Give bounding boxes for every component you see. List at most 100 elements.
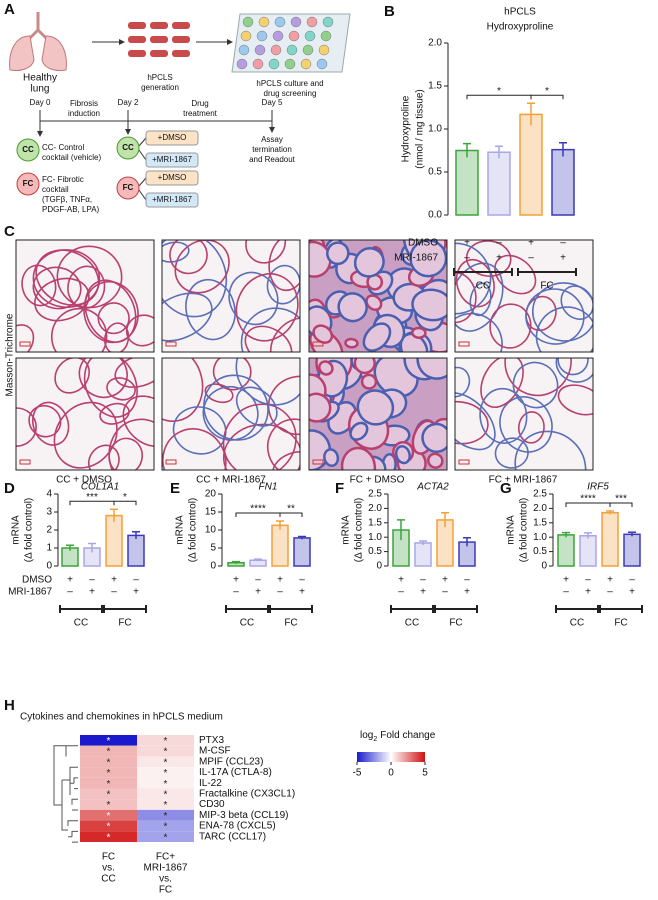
heatmap-cell	[137, 745, 194, 757]
image-frame	[161, 239, 301, 353]
cell-label: *	[164, 822, 168, 833]
tissue	[50, 307, 108, 352]
significance-bracket	[279, 512, 303, 517]
cell-label: *	[164, 800, 168, 811]
bar	[414, 542, 432, 567]
tissue	[411, 288, 447, 322]
error-bar	[463, 142, 471, 158]
y-tick-label: 4	[46, 489, 52, 500]
histology-image	[16, 240, 154, 352]
treatment-sign: –	[299, 575, 305, 586]
heatmap-cell	[137, 777, 194, 789]
error-bar	[232, 560, 240, 564]
tissue	[272, 451, 300, 470]
significance-label: ***	[86, 492, 98, 503]
treatment-box	[145, 152, 199, 168]
error-bar	[628, 531, 636, 537]
bar	[455, 149, 479, 216]
tissue	[97, 302, 130, 335]
treatment-sign: +	[111, 575, 117, 586]
well	[316, 58, 328, 70]
treatment-label: +MRI-1867	[152, 195, 192, 204]
row-label: IL-17A (CTLA-8)	[199, 767, 272, 778]
histology-image	[162, 240, 300, 352]
tissue	[162, 358, 204, 422]
cell-label: *	[107, 757, 111, 768]
treatment-sign: +	[563, 575, 569, 586]
well	[306, 16, 318, 28]
cell-label: *	[164, 747, 168, 758]
row-label: M-CSF	[199, 746, 231, 757]
heatmap-cell	[137, 767, 194, 778]
cell-label: *	[164, 811, 168, 822]
scale-bar	[312, 459, 324, 465]
treatment-sign: –	[233, 587, 239, 598]
scale-bar	[19, 459, 31, 465]
treatment-sign: +	[67, 575, 73, 586]
cell-label: *	[107, 747, 111, 758]
legend-text: (TGFβ, TNFα,	[42, 195, 92, 204]
treatment-sign: +	[398, 575, 404, 586]
cell-label: *	[107, 779, 111, 790]
chart-subtitle: Hydroxyproline	[487, 22, 554, 33]
heatmap-cell	[137, 831, 194, 842]
row-label: MIP-3 beta (CCL19)	[199, 810, 288, 821]
chart-title: COL1A1	[81, 482, 119, 493]
group-label: FC	[284, 618, 297, 629]
timeline-label: Fibrosis	[70, 99, 98, 108]
tissue	[244, 325, 293, 352]
image-frame	[15, 357, 155, 471]
tissue	[394, 445, 411, 465]
chart-title: IRF5	[587, 482, 609, 493]
cell-label: *	[164, 789, 168, 800]
bar	[551, 148, 575, 216]
treatment-sign: –	[607, 587, 613, 598]
tissue	[455, 312, 503, 352]
y-tick-label: 3	[46, 507, 52, 518]
chart-title: FN1	[259, 482, 278, 493]
treatment-sign: +	[255, 587, 261, 598]
error-bar	[66, 544, 74, 551]
well	[322, 16, 334, 28]
tissue	[28, 404, 62, 438]
cell-label: *	[107, 811, 111, 822]
bar	[623, 533, 641, 567]
tissue	[517, 411, 545, 444]
well	[288, 30, 300, 42]
badge	[16, 138, 40, 162]
y-tick-label: 2.0	[368, 503, 382, 514]
error-bar	[419, 540, 427, 545]
legend-text: FC- Fibrotic	[42, 175, 84, 184]
error-bar	[527, 102, 535, 126]
step-label: hPCLS culture and	[256, 79, 323, 88]
treatment-sign: –	[464, 575, 470, 586]
y-tick-label: 0	[46, 561, 52, 572]
dendrogram	[53, 745, 78, 843]
y-tick-label: 1	[46, 543, 52, 554]
heatmap-cell	[80, 767, 137, 778]
column-label: CC	[101, 874, 115, 885]
step-label: lung	[31, 84, 50, 95]
tissue	[353, 247, 385, 278]
badge-label: CC	[22, 145, 34, 154]
y-axis-label: Hydroxyproline	[401, 95, 412, 162]
error-bar	[495, 145, 503, 159]
panel-label: G	[500, 480, 512, 497]
legend-title-part: log	[360, 730, 373, 741]
column-label: MRI-1867	[144, 863, 188, 874]
bar	[519, 113, 543, 216]
treatment-sign: –	[464, 253, 470, 264]
timeline-label: and Readout	[249, 155, 296, 164]
colorbar	[357, 752, 425, 762]
well	[318, 44, 330, 56]
colorbar-tick-label: 0	[388, 768, 394, 779]
y-axis-label: (Δ fold control)	[188, 498, 199, 562]
significance-label: ****	[250, 504, 266, 515]
legend-text: cocktail	[42, 185, 69, 194]
tissue	[421, 422, 447, 453]
legend-title-part: 2	[373, 736, 377, 743]
treatment-sign: –	[398, 587, 404, 598]
tissue	[349, 421, 369, 441]
badge-label: FC	[123, 183, 134, 192]
